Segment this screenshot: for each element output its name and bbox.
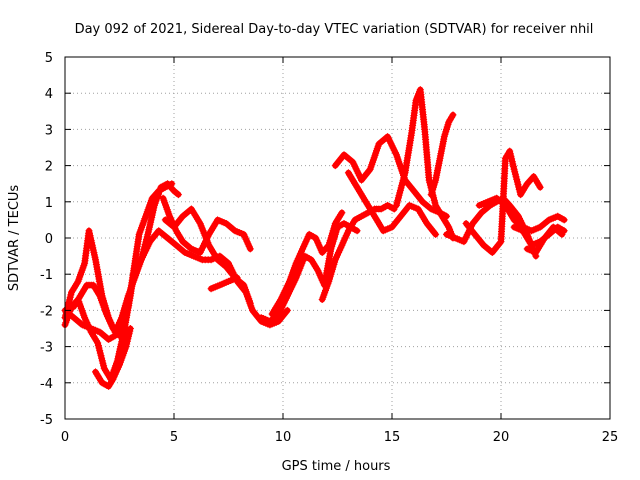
- series-arc-l: [318, 201, 398, 303]
- y-tick-label: 5: [45, 51, 53, 66]
- series-markers: [344, 169, 440, 238]
- series-arc-k: [268, 209, 346, 318]
- series-markers: [475, 194, 568, 235]
- series-markers: [331, 133, 450, 220]
- chart-title: Day 092 of 2021, Sidereal Day-to-day VTE…: [75, 22, 594, 37]
- x-tick-label: 0: [61, 430, 69, 445]
- x-tick-label: 10: [275, 430, 292, 445]
- y-tick-label: -1: [40, 268, 53, 283]
- series-arc-s: [475, 194, 568, 235]
- series-markers: [161, 205, 254, 307]
- series-arc-p: [427, 111, 457, 199]
- x-tick-labels: 0 5 10 15 20 25: [61, 430, 618, 445]
- series-arc-h: [161, 205, 254, 307]
- y-tick-label: 2: [45, 160, 53, 175]
- x-tick-label: 20: [493, 430, 510, 445]
- y-tick-label: 1: [45, 196, 53, 211]
- grid: [65, 57, 610, 419]
- series-markers: [427, 111, 457, 199]
- data-series: [61, 86, 568, 390]
- series-arc-u: [523, 223, 566, 256]
- x-tick-label: 25: [602, 430, 619, 445]
- y-tick-label: 4: [45, 87, 53, 102]
- y-tick-label: 0: [45, 232, 53, 247]
- series-markers: [207, 274, 241, 293]
- series-markers: [137, 227, 291, 329]
- series-arc-o: [392, 86, 457, 242]
- y-tick-label: -4: [40, 377, 53, 392]
- y-axis-title: SDTVAR / TECUs: [7, 185, 22, 292]
- y-tick-label: 3: [45, 123, 53, 138]
- series-arc-c: [92, 325, 134, 390]
- x-tick-label: 5: [170, 430, 178, 445]
- x-tick-label: 15: [384, 430, 401, 445]
- series-markers: [268, 209, 346, 318]
- series-markers: [523, 223, 566, 256]
- series-arc-r: [462, 147, 544, 256]
- series-markers: [392, 86, 457, 242]
- series-markers: [70, 180, 176, 340]
- series-arc-f: [137, 227, 291, 329]
- series-markers: [462, 147, 544, 256]
- series-markers: [257, 220, 361, 325]
- y-tick-label: -5: [40, 413, 53, 428]
- series-arc-e: [70, 180, 176, 340]
- series-arc-m: [331, 133, 450, 220]
- series-arc-n: [344, 169, 440, 238]
- series-arc-i: [207, 274, 241, 293]
- y-tick-label: -2: [40, 304, 53, 319]
- y-tick-label: -3: [40, 341, 53, 356]
- tick-marks: [64, 56, 611, 420]
- series-arc-j: [257, 220, 361, 325]
- series-markers: [92, 325, 134, 390]
- x-axis-title: GPS time / hours: [282, 459, 391, 474]
- y-tick-labels: -5 -4 -3 -2 -1 0 1 2 3 4 5: [40, 51, 53, 428]
